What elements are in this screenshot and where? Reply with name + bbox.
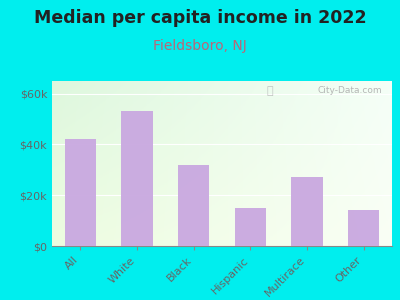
Text: Fieldsboro, NJ: Fieldsboro, NJ	[153, 39, 247, 53]
Text: City-Data.com: City-Data.com	[317, 86, 382, 95]
Text: ⦿: ⦿	[266, 86, 273, 96]
Bar	[122, 112, 152, 246]
Bar	[292, 178, 322, 246]
Bar	[65, 140, 96, 246]
Bar	[178, 165, 209, 246]
Bar	[235, 208, 266, 246]
Bar	[348, 211, 379, 246]
Text: Median per capita income in 2022: Median per capita income in 2022	[34, 9, 366, 27]
